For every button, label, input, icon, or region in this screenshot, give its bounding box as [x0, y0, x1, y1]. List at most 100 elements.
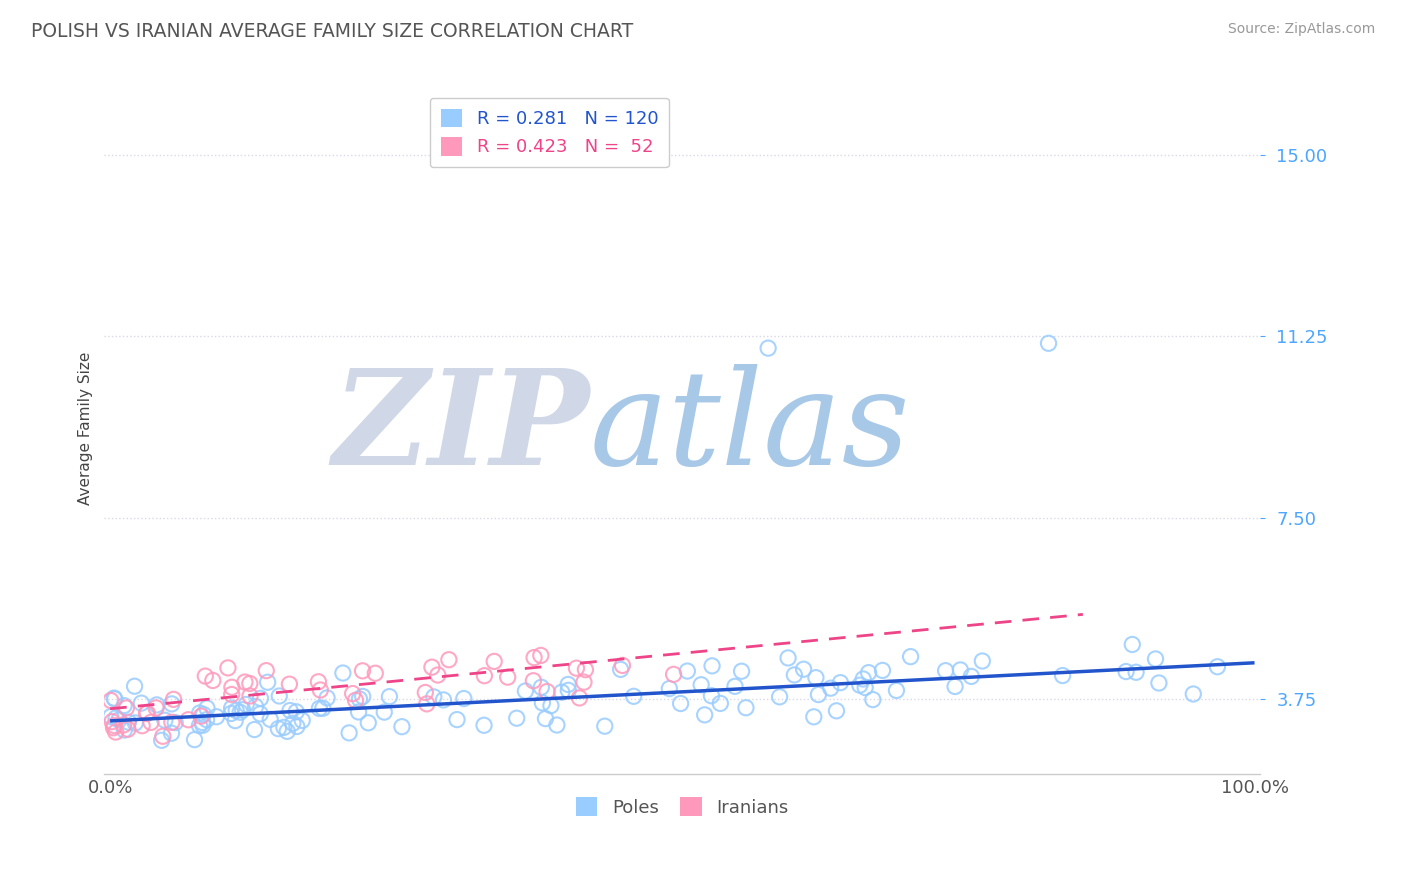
- Text: atlas: atlas: [591, 364, 910, 492]
- Point: [103, 718, 125, 732]
- Point: [259, 712, 281, 726]
- Point: [285, 705, 308, 719]
- Point: [690, 678, 713, 692]
- Point: [700, 689, 723, 703]
- Point: [235, 698, 257, 712]
- Point: [935, 664, 957, 678]
- Point: [177, 713, 200, 727]
- Point: [188, 718, 211, 732]
- Point: [472, 718, 495, 732]
- Point: [239, 676, 262, 690]
- Point: [131, 719, 153, 733]
- Point: [145, 698, 167, 712]
- Point: [413, 685, 436, 699]
- Point: [515, 684, 537, 698]
- Point: [150, 733, 173, 747]
- Point: [291, 714, 314, 728]
- Point: [551, 685, 574, 699]
- Point: [960, 669, 983, 683]
- Point: [530, 681, 553, 695]
- Point: [420, 660, 443, 674]
- Point: [735, 700, 758, 714]
- Point: [536, 684, 558, 698]
- Point: [124, 679, 146, 693]
- Point: [307, 674, 329, 689]
- Point: [534, 712, 557, 726]
- Point: [849, 678, 872, 692]
- Point: [1147, 676, 1170, 690]
- Point: [724, 679, 747, 693]
- Point: [162, 692, 184, 706]
- Point: [276, 724, 298, 739]
- Y-axis label: Average Family Size: Average Family Size: [79, 351, 93, 505]
- Point: [267, 722, 290, 736]
- Point: [830, 675, 852, 690]
- Point: [195, 713, 218, 727]
- Point: [332, 666, 354, 681]
- Point: [117, 715, 139, 730]
- Point: [793, 662, 815, 676]
- Point: [352, 690, 374, 704]
- Point: [568, 690, 591, 705]
- Point: [949, 663, 972, 677]
- Point: [530, 648, 553, 663]
- Point: [103, 721, 125, 735]
- Point: [391, 720, 413, 734]
- Point: [316, 690, 339, 705]
- Point: [506, 711, 529, 725]
- Point: [872, 664, 894, 678]
- Point: [124, 715, 146, 730]
- Point: [145, 701, 167, 715]
- Point: [308, 701, 330, 715]
- Point: [943, 680, 966, 694]
- Point: [1038, 336, 1060, 351]
- Point: [152, 729, 174, 743]
- Point: [101, 714, 124, 729]
- Point: [437, 653, 460, 667]
- Point: [900, 649, 922, 664]
- Point: [658, 681, 681, 696]
- Point: [188, 706, 211, 720]
- Point: [219, 706, 242, 721]
- Point: [623, 690, 645, 704]
- Point: [609, 662, 631, 676]
- Point: [572, 675, 595, 690]
- Point: [853, 681, 876, 695]
- Point: [117, 723, 139, 737]
- Point: [546, 718, 568, 732]
- Point: [104, 692, 127, 706]
- Point: [669, 697, 692, 711]
- Point: [803, 710, 825, 724]
- Point: [105, 711, 128, 725]
- Point: [232, 703, 254, 717]
- Point: [136, 706, 159, 720]
- Point: [160, 726, 183, 740]
- Point: [783, 668, 806, 682]
- Point: [756, 341, 779, 355]
- Point: [193, 707, 215, 722]
- Point: [217, 661, 239, 675]
- Point: [115, 701, 138, 715]
- Point: [139, 715, 162, 730]
- Point: [281, 716, 304, 731]
- Point: [349, 692, 371, 706]
- Point: [190, 709, 212, 723]
- Point: [804, 671, 827, 685]
- Point: [278, 704, 301, 718]
- Point: [1125, 665, 1147, 680]
- Point: [108, 713, 131, 727]
- Point: [886, 683, 908, 698]
- Point: [342, 687, 364, 701]
- Point: [221, 688, 243, 702]
- Point: [135, 706, 157, 721]
- Point: [676, 664, 699, 678]
- Point: [160, 697, 183, 711]
- Point: [357, 715, 380, 730]
- Point: [820, 681, 842, 695]
- Point: [278, 677, 301, 691]
- Point: [1144, 652, 1167, 666]
- Point: [807, 688, 830, 702]
- Point: [426, 668, 449, 682]
- Point: [557, 683, 579, 698]
- Point: [531, 696, 554, 710]
